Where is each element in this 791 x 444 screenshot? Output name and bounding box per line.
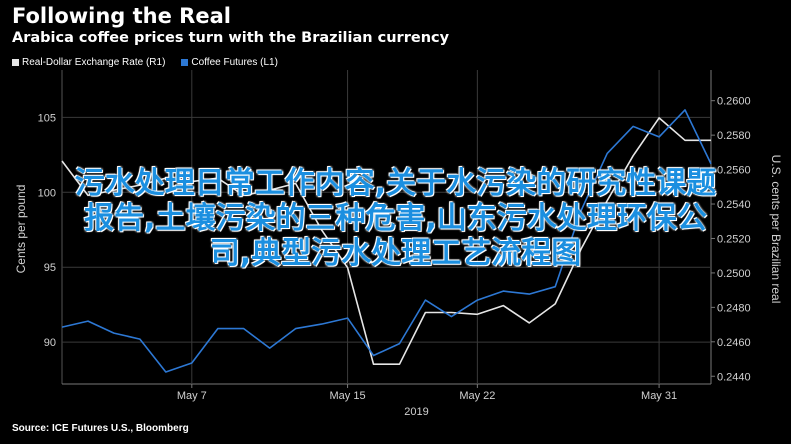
x-year-label: 2019 bbox=[404, 406, 428, 418]
exchange-rate-line bbox=[61, 117, 711, 366]
chart-title: Following the Real bbox=[12, 4, 231, 28]
legend-label-coffee-futures: Coffee Futures (L1) bbox=[191, 57, 278, 68]
x-tick-label: May 15 bbox=[330, 390, 366, 402]
x-tick-label: May 22 bbox=[459, 390, 495, 402]
right-tick-label: 0.2440 bbox=[717, 371, 751, 383]
right-tick-label: 0.2460 bbox=[717, 337, 751, 349]
legend: Real-Dollar Exchange Rate (R1) Coffee Fu… bbox=[12, 57, 288, 68]
overlay-line-3: 司,典型污水处理工艺流程图 bbox=[209, 236, 582, 271]
overlay-line-1: 污水处理日常工作内容,关于水污染的研究性课题 bbox=[74, 166, 717, 201]
watermark-overlay-text: 污水处理日常工作内容,关于水污染的研究性课题 报告,土壤污染的三种危害,山东污水… bbox=[0, 166, 791, 271]
legend-item-coffee-futures: Coffee Futures (L1) bbox=[181, 57, 278, 68]
left-axis-title: Cents per pound bbox=[14, 185, 28, 274]
legend-swatch-coffee-futures bbox=[181, 59, 189, 66]
right-tick-label: 0.2580 bbox=[717, 130, 751, 142]
right-tick-label: 0.2600 bbox=[717, 96, 751, 108]
right-tick-label: 0.2500 bbox=[717, 268, 751, 280]
right-tick-label: 0.2520 bbox=[717, 233, 751, 245]
left-tick-label: 100 bbox=[38, 187, 56, 199]
legend-label-exchange-rate: Real-Dollar Exchange Rate (R1) bbox=[22, 57, 166, 68]
right-tick-label: 0.2480 bbox=[717, 302, 751, 314]
right-axis-title: U.S. cents per Brazilian real bbox=[769, 155, 783, 304]
x-tick-label: May 7 bbox=[177, 390, 207, 402]
left-tick-label: 95 bbox=[44, 262, 56, 274]
left-tick-label: 90 bbox=[44, 337, 56, 349]
legend-swatch-exchange-rate bbox=[12, 59, 19, 66]
x-tick-label: May 31 bbox=[641, 390, 677, 402]
left-tick-label: 105 bbox=[38, 112, 56, 124]
right-tick-label: 0.2540 bbox=[717, 199, 751, 211]
overlay-line-2: 报告,土壤污染的三种危害,山东污水处理环保公 bbox=[84, 201, 707, 236]
legend-item-exchange-rate: Real-Dollar Exchange Rate (R1) bbox=[12, 57, 165, 68]
right-tick-label: 0.2560 bbox=[717, 165, 751, 177]
source-note: Source: ICE Futures U.S., Bloomberg bbox=[12, 423, 189, 434]
coffee-futures-line bbox=[61, 109, 712, 373]
chart-subtitle: Arabica coffee prices turn with the Braz… bbox=[12, 30, 450, 46]
